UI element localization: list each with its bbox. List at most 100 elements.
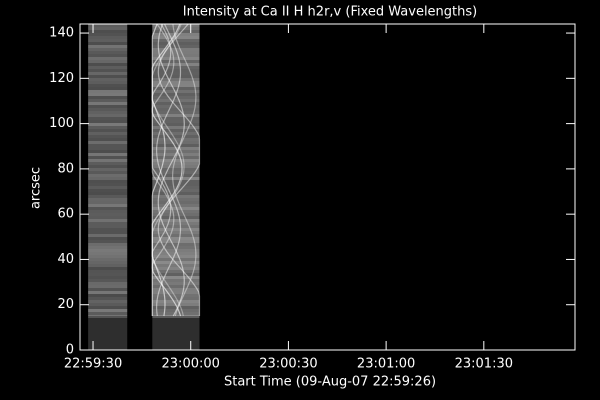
texture	[88, 303, 127, 306]
texture	[152, 291, 200, 294]
texture	[88, 213, 128, 216]
texture	[88, 273, 127, 276]
texture	[88, 294, 128, 297]
texture	[152, 312, 200, 315]
texture	[152, 144, 200, 147]
texture	[88, 153, 128, 156]
texture	[152, 222, 200, 225]
texture	[152, 186, 200, 189]
y-tick-label: 0	[66, 343, 74, 358]
texture	[152, 294, 200, 297]
texture	[152, 138, 200, 141]
texture	[88, 198, 128, 201]
texture	[88, 150, 128, 153]
texture	[88, 246, 128, 249]
texture	[152, 261, 200, 264]
texture	[152, 192, 200, 195]
texture	[88, 159, 128, 162]
texture	[88, 264, 128, 267]
texture	[88, 219, 128, 222]
texture	[152, 63, 200, 66]
y-tick-label: 100	[49, 116, 74, 131]
texture	[88, 54, 127, 57]
x-tick-label: 23:01:00	[357, 357, 415, 372]
y-tick-label: 120	[49, 71, 74, 86]
texture	[152, 201, 199, 204]
texture	[88, 252, 128, 255]
y-axis-label: arcsec	[29, 167, 44, 209]
texture	[88, 24, 128, 27]
texture	[88, 108, 127, 111]
texture	[152, 72, 200, 75]
chart-title: Intensity at Ca II H h2r,v (Fixed Wavele…	[183, 5, 477, 20]
texture	[152, 174, 200, 177]
texture	[152, 240, 200, 243]
texture	[88, 186, 127, 189]
texture	[152, 225, 200, 228]
texture	[88, 114, 128, 117]
texture	[88, 216, 127, 219]
texture	[152, 228, 200, 231]
texture	[88, 69, 127, 72]
texture	[88, 177, 128, 180]
texture	[152, 57, 200, 60]
texture	[152, 279, 200, 282]
texture	[88, 135, 127, 138]
x-tick-label: 23:00:00	[162, 357, 220, 372]
texture	[88, 141, 128, 144]
texture	[152, 114, 200, 117]
texture	[152, 207, 200, 210]
texture	[88, 72, 128, 75]
texture	[152, 102, 200, 105]
texture	[88, 57, 128, 60]
image-strip	[152, 24, 200, 317]
texture	[157, 24, 185, 317]
texture	[152, 69, 200, 72]
texture	[152, 84, 200, 87]
texture	[152, 258, 200, 261]
texture	[152, 282, 200, 285]
texture	[152, 75, 200, 78]
texture	[88, 117, 127, 120]
texture	[88, 255, 128, 258]
texture	[88, 195, 127, 198]
texture	[88, 93, 128, 96]
texture	[88, 306, 128, 309]
texture	[152, 87, 200, 90]
texture	[152, 117, 200, 120]
texture	[88, 90, 128, 93]
texture	[88, 243, 128, 246]
texture	[88, 36, 127, 39]
texture	[152, 177, 200, 180]
texture	[88, 111, 128, 114]
texture	[88, 207, 127, 210]
texture	[152, 78, 200, 81]
texture	[88, 279, 127, 282]
texture	[152, 165, 200, 168]
texture	[88, 66, 128, 69]
texture	[88, 84, 128, 87]
texture	[88, 297, 127, 300]
image-strip	[88, 316, 128, 350]
x-axis-label: Start Time (09-Aug-07 22:59:26)	[224, 375, 436, 390]
texture	[152, 42, 200, 45]
texture	[88, 204, 128, 207]
texture	[152, 243, 199, 246]
texture	[88, 291, 128, 294]
texture	[88, 105, 128, 108]
texture	[88, 45, 128, 48]
texture	[88, 225, 127, 228]
texture	[88, 300, 128, 303]
y-tick-label: 140	[49, 26, 74, 41]
texture	[88, 87, 128, 90]
texture	[152, 159, 200, 162]
x-tick-label: 23:00:30	[259, 357, 317, 372]
texture	[152, 267, 200, 270]
x-tick-label: 23:01:30	[455, 357, 513, 372]
texture	[152, 273, 200, 276]
texture	[152, 180, 200, 183]
texture	[171, 24, 197, 317]
texture	[88, 261, 128, 264]
texture	[152, 315, 200, 318]
texture	[152, 195, 200, 198]
